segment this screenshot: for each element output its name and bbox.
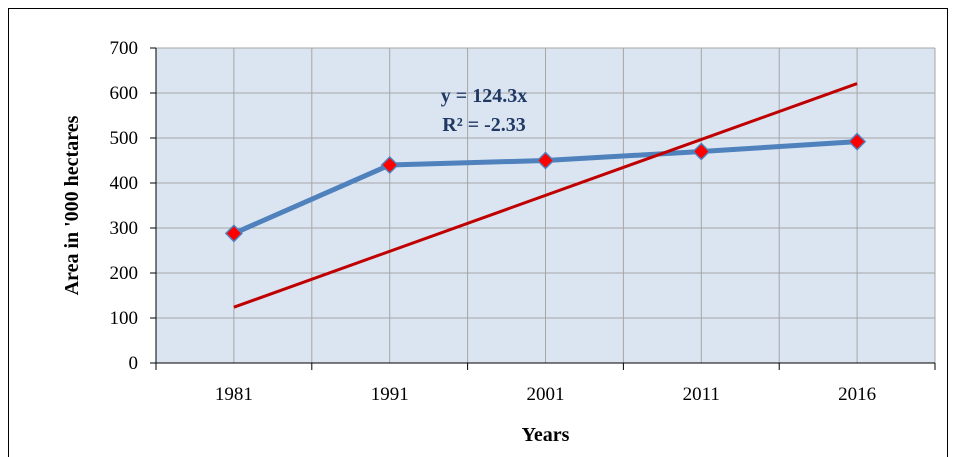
y-tick-label: 700 bbox=[110, 38, 139, 59]
x-tick-label: 1981 bbox=[215, 384, 253, 405]
x-axis-title: Years bbox=[522, 424, 570, 446]
data-point-marker bbox=[224, 224, 243, 243]
y-tick-label: 300 bbox=[110, 218, 139, 239]
data-point-marker bbox=[380, 155, 399, 175]
x-tick-label: 2016 bbox=[838, 384, 876, 405]
y-tick-label: 500 bbox=[110, 128, 139, 149]
data-point-marker bbox=[692, 142, 711, 161]
data-point-marker bbox=[848, 132, 867, 151]
labels: 0 100 200 300 400 500 600 700 1981 1991 2001 2011 20… bbox=[110, 38, 877, 405]
y-tick-label: 100 bbox=[110, 308, 139, 329]
data-point-marker bbox=[536, 151, 555, 170]
series bbox=[224, 82, 867, 309]
y-tick-label: 600 bbox=[110, 83, 139, 104]
axes bbox=[155, 48, 935, 364]
gridlines bbox=[156, 47, 936, 363]
y-tick-label: 400 bbox=[110, 173, 139, 194]
axis-ticks bbox=[150, 47, 936, 370]
y-tick-label: 0 bbox=[129, 353, 139, 374]
x-tick-label: 1991 bbox=[371, 384, 409, 405]
trendline-r-squared: R² = -2.33 bbox=[442, 114, 526, 136]
trendline bbox=[233, 82, 858, 309]
x-tick-label: 2011 bbox=[683, 384, 720, 405]
y-axis-title: Area in '000 hectares bbox=[61, 115, 83, 295]
trendline-equation: y = 124.3x bbox=[441, 85, 527, 107]
x-tick-label: 2001 bbox=[527, 384, 565, 405]
y-tick-label: 200 bbox=[110, 263, 139, 284]
